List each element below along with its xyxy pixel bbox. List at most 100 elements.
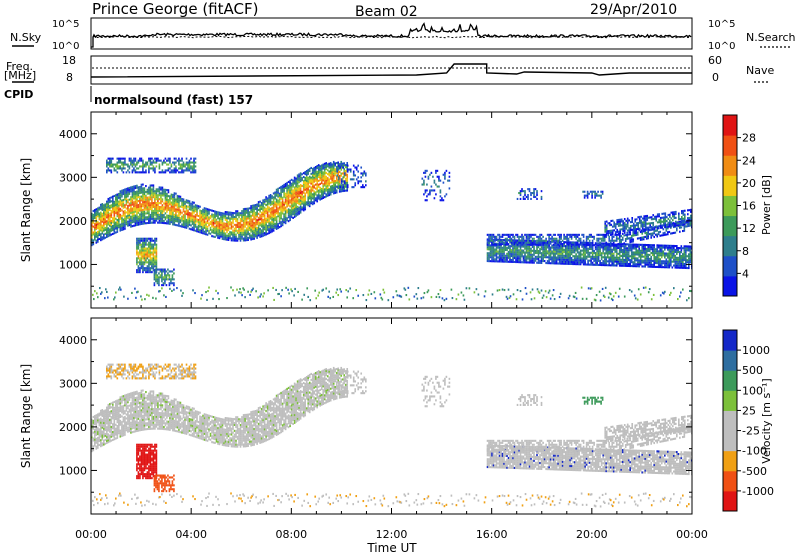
power-cell [203, 209, 206, 212]
power-cell [489, 254, 492, 257]
power-cell [242, 219, 245, 222]
power-cell [200, 221, 203, 224]
power-cell [266, 228, 269, 231]
power-cell [226, 219, 228, 222]
power-cell [545, 250, 547, 253]
power-cell [173, 208, 176, 211]
power-cell [533, 251, 535, 254]
power-cell [181, 171, 183, 174]
power-cell [497, 243, 499, 246]
power-cell [539, 259, 541, 262]
power-cell [140, 197, 143, 200]
power-cell [142, 203, 144, 206]
power-cell [175, 212, 177, 215]
power-cell [109, 228, 111, 231]
power-cell [326, 163, 329, 166]
power-cell [112, 211, 114, 214]
power-cell [322, 177, 325, 180]
power-cell [275, 206, 278, 209]
power-cell [256, 219, 258, 222]
power-cell [341, 164, 344, 167]
noise-tick-right-top: 10^5 [708, 19, 735, 30]
power-cell [340, 186, 343, 189]
power-cell [137, 269, 140, 272]
power-cell [510, 243, 513, 246]
power-cell [540, 252, 543, 255]
power-cell [265, 204, 267, 207]
power-cell [325, 162, 328, 165]
power-cell [275, 224, 278, 227]
power-cell [486, 252, 489, 255]
power-cell [323, 188, 326, 191]
power-cell [199, 217, 201, 220]
power-cell [653, 261, 656, 264]
power-cell [113, 212, 116, 215]
power-cell [325, 168, 328, 171]
power-cell [119, 223, 122, 226]
power-cell [137, 237, 140, 240]
power-cell [304, 186, 307, 189]
power-cell [590, 255, 592, 258]
power-cell [244, 213, 246, 216]
power-cell [524, 243, 526, 246]
power-cell [564, 251, 567, 254]
power-cell [169, 199, 171, 202]
power-cell [94, 213, 96, 216]
power-cell [296, 199, 299, 202]
power-cell [113, 200, 116, 203]
power-cell [683, 259, 686, 262]
power-cell [158, 206, 161, 209]
power-cell [546, 246, 549, 249]
power-cell [113, 216, 116, 219]
power-cell [540, 237, 543, 240]
power-cell [602, 260, 605, 263]
power-cell [272, 210, 275, 213]
power-cell [305, 181, 308, 184]
power-cell [540, 239, 543, 242]
power-cell [103, 237, 105, 240]
power-cell [244, 207, 246, 210]
power-cell [322, 191, 325, 194]
power-cell [148, 171, 150, 174]
power-cell [154, 269, 156, 272]
power-cell [501, 248, 504, 251]
power-cell [167, 191, 170, 194]
power-cell [519, 253, 522, 256]
power-cell [236, 239, 239, 242]
power-cell [558, 260, 561, 263]
power-cell [576, 241, 579, 244]
power-cell [657, 264, 660, 267]
power-cell [618, 260, 621, 263]
power-cell [605, 246, 608, 249]
power-cell [314, 191, 317, 194]
power-cell [563, 260, 565, 263]
power-cell [148, 265, 150, 268]
power-cell [107, 215, 110, 218]
power-cell [266, 219, 269, 222]
power-cell [158, 268, 160, 271]
power-cell [575, 237, 577, 240]
power-cell [274, 195, 276, 198]
power-cell [311, 167, 314, 170]
power-cell [525, 245, 528, 248]
power-cell [184, 210, 186, 213]
power-cell [107, 199, 110, 202]
power-cell [226, 226, 228, 229]
power-cell [167, 163, 170, 166]
power-cell [155, 243, 158, 246]
power-cell [289, 179, 291, 182]
power-cell [599, 243, 601, 246]
power-cell [642, 259, 645, 262]
power-cell [636, 263, 639, 266]
power-cell [501, 241, 504, 244]
power-cell [121, 189, 123, 192]
power-cell [489, 237, 492, 240]
power-cell [322, 187, 325, 190]
power-cell [495, 235, 498, 238]
power-cell [175, 210, 177, 213]
power-cell [112, 207, 114, 210]
power-cell [494, 254, 496, 257]
power-cell [119, 198, 122, 201]
power-cell [295, 206, 297, 209]
power-cell [510, 237, 513, 240]
